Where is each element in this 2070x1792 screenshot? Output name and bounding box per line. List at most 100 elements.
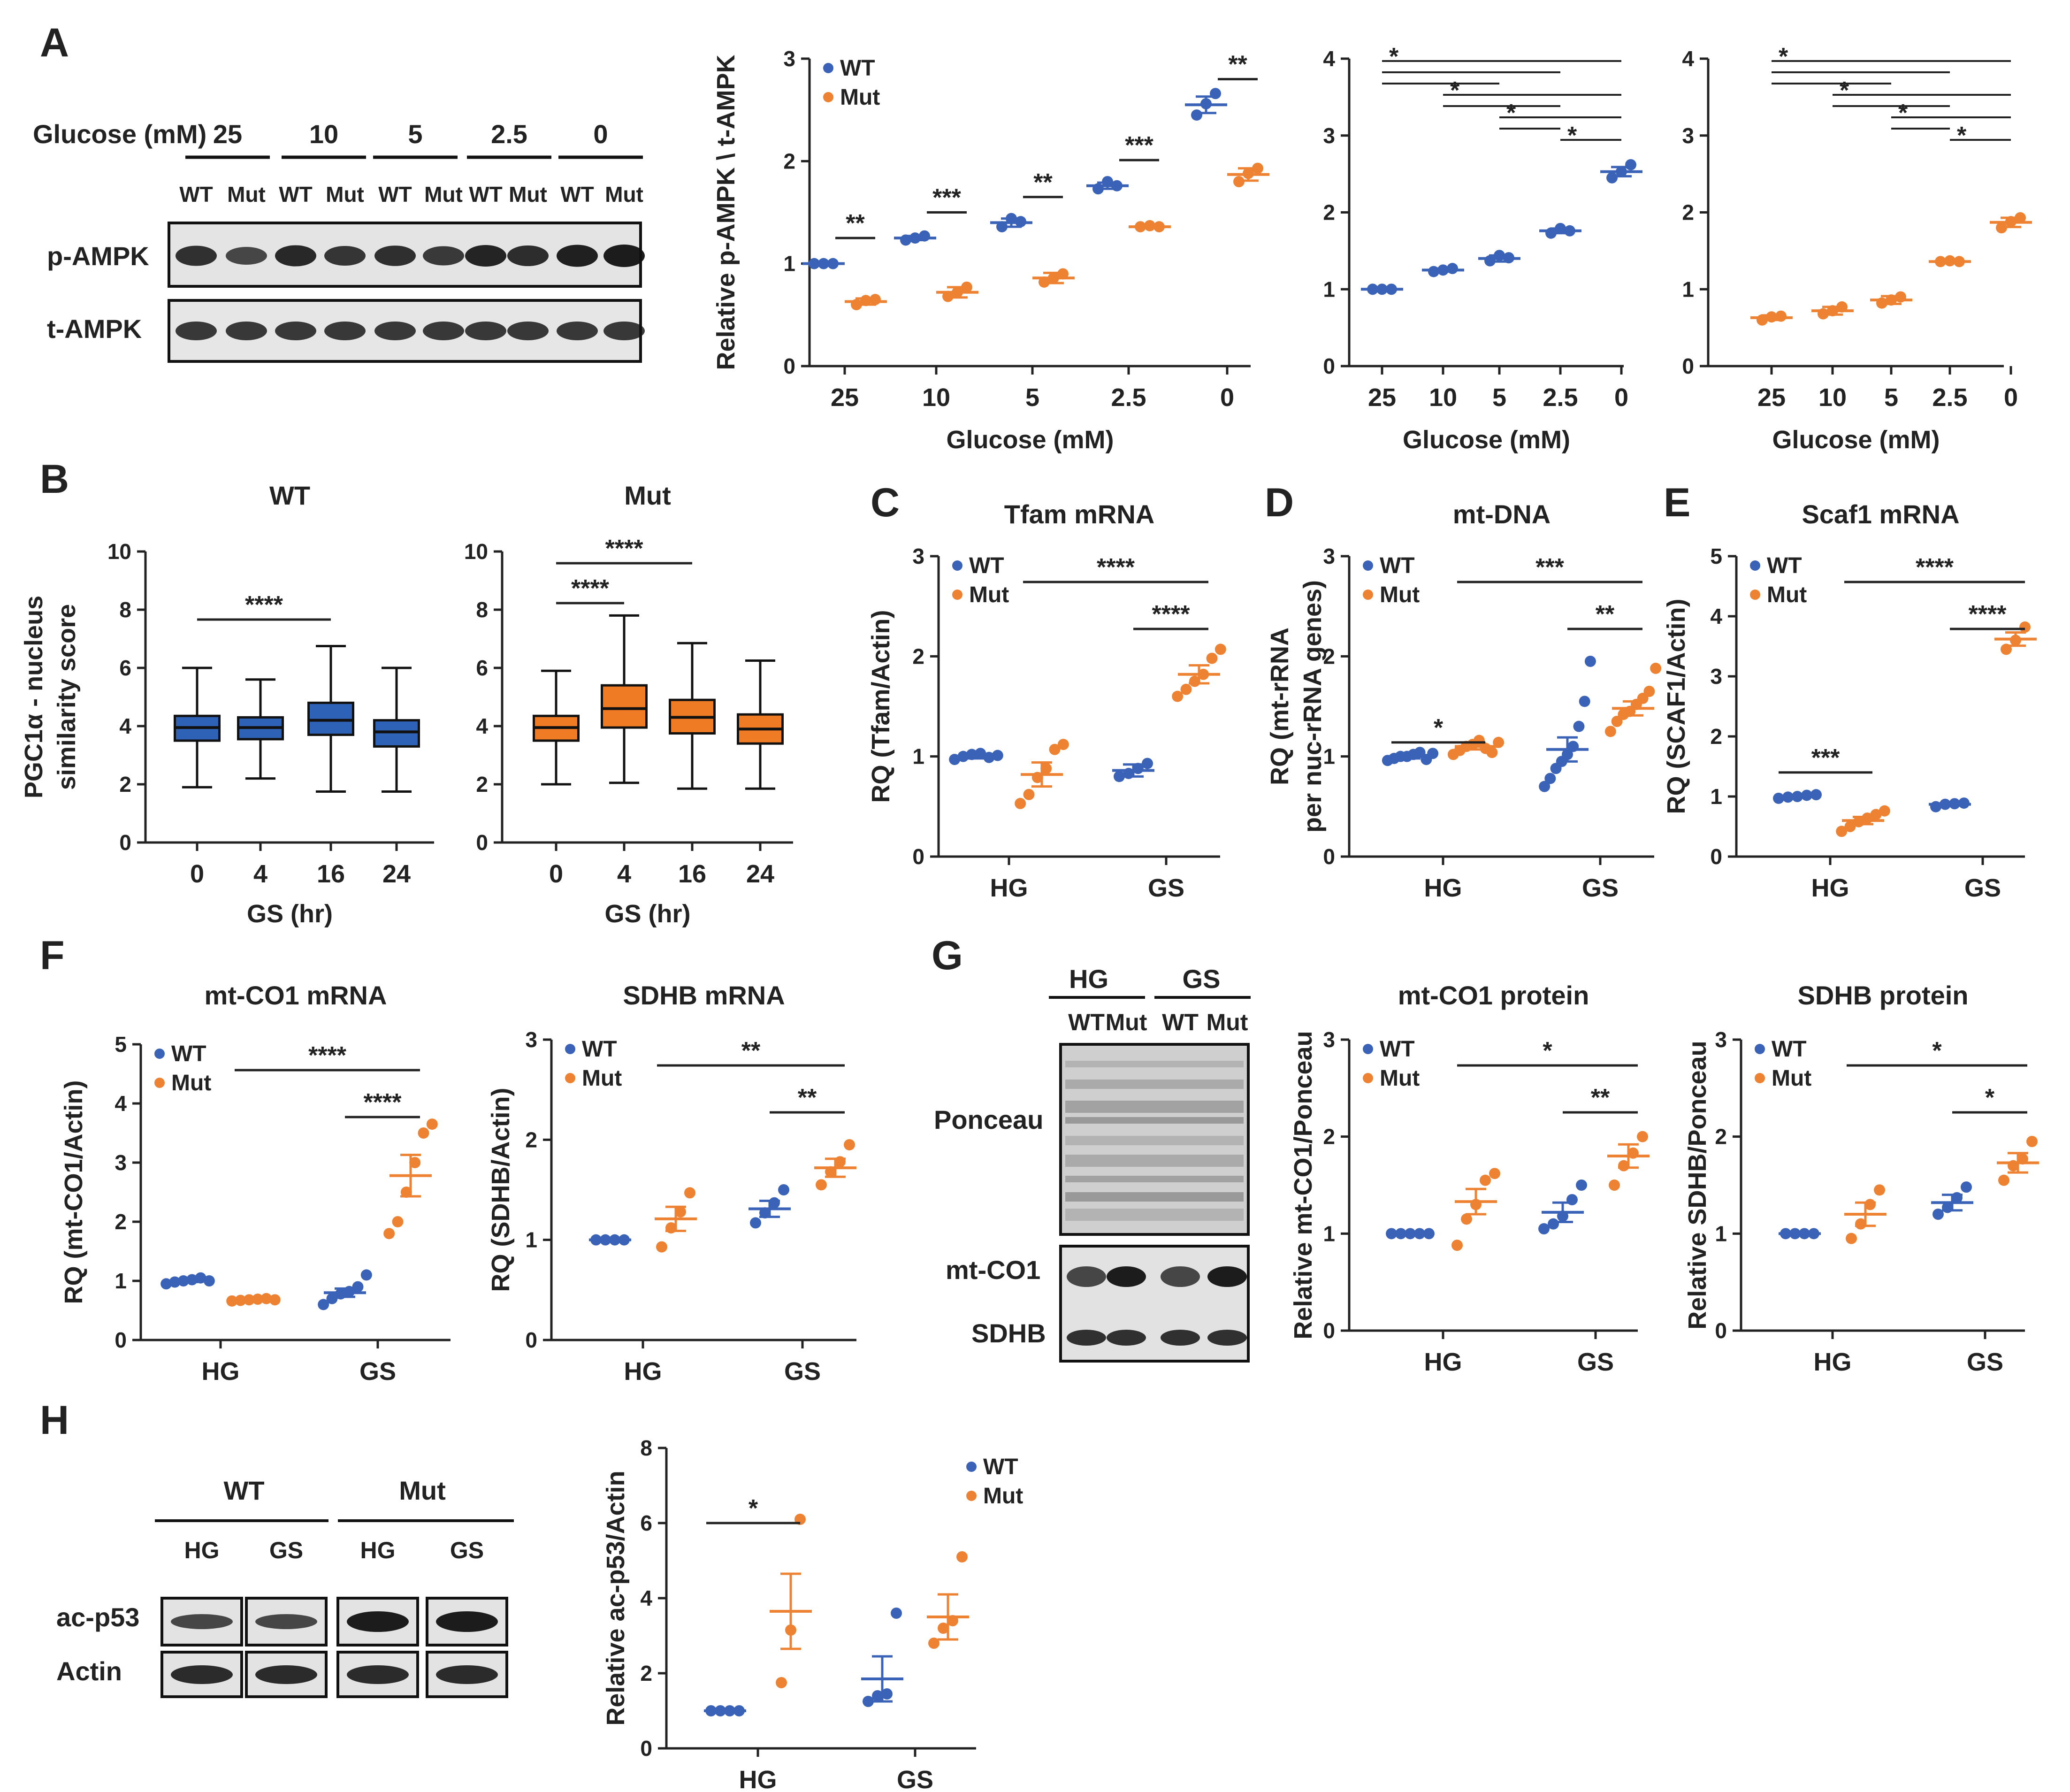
chart-h: 0 2 4 6 8 HG GS Relative ac-p53/Actin * WT Mut [602, 1436, 1023, 1792]
chart-f1-point-WT-0-5 [203, 1275, 215, 1287]
chart-f1-point-Mut-1-4 [418, 1127, 429, 1139]
chart-c-ytick-label-3: 3 [912, 544, 924, 568]
chart-e-xtick-label-0: HG [1811, 874, 1849, 902]
chart-f2-bracket-label-0: ** [741, 1037, 761, 1064]
chart-g1-xtick-label-0: HG [1424, 1348, 1462, 1376]
chart-c-point-Mut-1-1 [1180, 683, 1192, 695]
chart-a1-ytick-label-0: 0 [783, 354, 795, 378]
chart-g2-xtick-label-1: GS [1967, 1348, 2003, 1376]
chart-f1-point-Mut-1-0 [383, 1228, 395, 1240]
chart-g2-legend-label-1: Mut [1772, 1066, 1811, 1091]
chart-g2-legend-label-0: WT [1772, 1037, 1807, 1062]
chart-h-ylabel: Relative ac-p53/Actin [602, 1470, 630, 1725]
chart-b1-ytick-label-5: 10 [107, 539, 131, 564]
chart-b2-xtick-label-0: 0 [549, 860, 563, 888]
chart-e-title: Scaf1 mRNA [1802, 499, 1959, 529]
chart-c-legend-label-0: WT [969, 553, 1004, 578]
blot-a-pampk-band-8 [557, 245, 598, 267]
chart-c-ytick-label-1: 1 [912, 744, 924, 769]
chart-b1-xlabel: GS (hr) [247, 900, 333, 928]
chart-e-point-Mut-0-5 [1879, 805, 1890, 817]
chart-a1-bracket-label-1: *** [932, 184, 961, 212]
chart-g1-ytick-label-3: 3 [1323, 1027, 1335, 1052]
panel-letter-d: D [1265, 480, 1294, 525]
chart-h-legend-marker-0 [966, 1462, 977, 1472]
chart-d-point-Mut-0-6 [1486, 747, 1498, 758]
chart-g1: 0 1 2 3 HG GS mt-CO1 protein Relative mt-CO1/Po… [1289, 980, 1650, 1376]
blot-a-row-pampk: p-AMPK [47, 241, 149, 271]
chart-b2-title: Mut [624, 481, 671, 510]
chart-f2-ytick-label-1: 1 [525, 1228, 537, 1252]
chart-a1-xtick-label-0: 25 [831, 383, 859, 412]
blot-h-actin-band-2 [347, 1665, 409, 1684]
chart-h-point-WT-1-0 [863, 1696, 874, 1707]
chart-a3-xtick-label-4: 0 [2004, 383, 2018, 412]
chart-c-xtick-label-0: HG [990, 874, 1028, 902]
chart-e-ytick-label-0: 0 [1710, 844, 1722, 869]
chart-g2-bracket-label-0: * [1932, 1037, 1942, 1064]
blot-g-ponceau-band-2 [1065, 1101, 1244, 1113]
chart-f1-ytick-label-3: 3 [115, 1150, 127, 1175]
chart-b2-ytick-label-3: 6 [476, 656, 488, 680]
panel-letter-h: H [40, 1398, 69, 1443]
chart-f1-point-WT-1-5 [360, 1269, 372, 1281]
blot-a-pampk-band-5 [423, 246, 464, 266]
chart-f1-point-WT-1-0 [318, 1299, 329, 1310]
blot-h-lane-3: GS [450, 1537, 484, 1563]
chart-g1-legend-label-0: WT [1380, 1037, 1415, 1062]
chart-f2-point-Mut-0-2 [675, 1206, 686, 1218]
chart-a2-xlabel: Glucose (mM) [1403, 426, 1570, 454]
chart-a2-point-WT-4-2 [1625, 159, 1636, 170]
chart-f1-ylabel: RQ (mt-CO1/Actin) [60, 1080, 88, 1304]
blot-h-lanes: HG GS HG GS [184, 1537, 484, 1563]
chart-b1-xtick-label-2: 16 [317, 860, 345, 888]
chart-h-xtick-label-1: GS [897, 1766, 933, 1792]
chart-g2-point-Mut-0-0 [1846, 1233, 1857, 1244]
chart-f2-xtick-label-1: GS [784, 1357, 821, 1386]
panel-letter-e: E [1664, 480, 1690, 525]
blot-g-lane-1: Mut [1106, 1009, 1147, 1035]
chart-g1-point-WT-1-0 [1538, 1223, 1550, 1234]
chart-g2-ytick-label-2: 2 [1715, 1125, 1727, 1149]
chart-a3-bracket-label-5: * [1898, 100, 1908, 127]
chart-a1-xtick-label-1: 10 [922, 383, 950, 412]
chart-g1-ytick-label-0: 0 [1323, 1318, 1335, 1343]
chart-e-ylabel: RQ (SCAF1/Actin) [1662, 599, 1690, 814]
chart-a2-ytick-label-2: 2 [1323, 200, 1335, 225]
chart-c-legend-label-1: Mut [969, 582, 1009, 607]
chart-c-point-Mut-0-0 [1015, 797, 1026, 809]
chart-d-point-WT-1-6 [1573, 720, 1585, 732]
blot-g-ponceau-band-0 [1065, 1061, 1244, 1067]
chart-d-point-Mut-1-0 [1604, 726, 1616, 737]
chart-d-title: mt-DNA [1453, 499, 1551, 529]
chart-f2-bracket-label-1: ** [798, 1084, 817, 1111]
chart-f2-legend-marker-1 [565, 1073, 575, 1083]
blot-g-ponceau-band-6 [1065, 1176, 1244, 1182]
chart-a3-xtick-label-2: 5 [1884, 383, 1898, 412]
chart-a3-ytick-label-1: 1 [1682, 277, 1694, 301]
chart-e-legend-label-1: Mut [1767, 582, 1807, 607]
blot-g-ponceau-band-4 [1065, 1136, 1244, 1145]
chart-h-ytick-label-3: 6 [640, 1511, 652, 1535]
chart-f1-point-Mut-1-5 [426, 1118, 438, 1130]
blot-h-lane-1: GS [269, 1537, 303, 1563]
chart-e-ytick-label-1: 1 [1710, 784, 1722, 809]
blot-a-lane-3: Mut [326, 182, 364, 207]
blot-a-pampk-band-3 [324, 246, 366, 266]
chart-f2-legend-label-0: WT [582, 1037, 617, 1062]
chart-b2-xtick-label-3: 24 [746, 860, 774, 888]
chart-g1-title: mt-CO1 protein [1398, 980, 1589, 1010]
chart-b2-bracket-label-1: **** [605, 535, 644, 562]
chart-d-legend-label-0: WT [1380, 553, 1415, 578]
blot-g-mtco1-band-2 [1161, 1266, 1200, 1287]
chart-f1-bracket-label-0: **** [308, 1042, 347, 1069]
chart-b2-xlabel: GS (hr) [605, 900, 691, 928]
chart-c-point-WT-1-0 [1114, 771, 1125, 782]
chart-c-xtick-label-1: GS [1148, 874, 1184, 902]
chart-a3-bracket-label-7: * [1957, 122, 1967, 149]
chart-f1-legend-marker-1 [154, 1078, 165, 1088]
chart-f1-ytick-label-0: 0 [115, 1328, 127, 1352]
chart-b2-ytick-label-4: 8 [476, 597, 488, 622]
panel-letter-g: G [932, 933, 963, 978]
